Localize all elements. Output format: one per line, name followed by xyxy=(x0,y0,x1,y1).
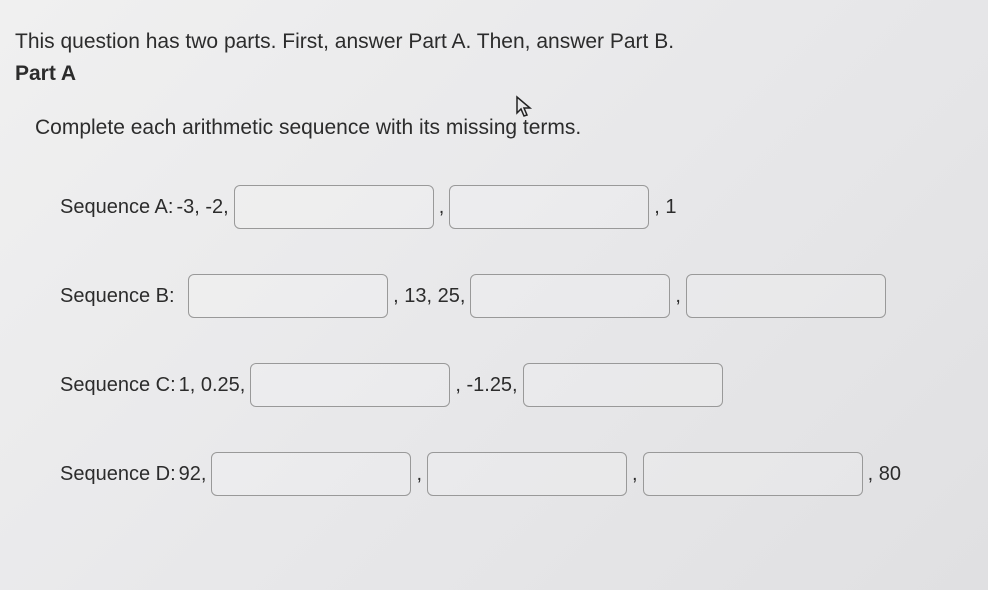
part-a-heading: Part A xyxy=(15,62,973,86)
sequence-a-label: Sequence A: xyxy=(60,196,173,219)
sequence-a-sep-1: , xyxy=(439,196,445,219)
sequence-b-blank-3[interactable] xyxy=(686,274,886,318)
sequence-a-row: Sequence A: -3, -2, , , 1 xyxy=(60,185,973,229)
sequence-b-middle-1: , 13, 25, xyxy=(393,285,465,308)
sequence-b-sep: , xyxy=(675,285,681,308)
sequence-b-label: Sequence B: xyxy=(60,285,175,308)
sequence-a-suffix: , 1 xyxy=(654,196,676,219)
sequence-d-label: Sequence D: xyxy=(60,463,176,486)
sequence-c-blank-2[interactable] xyxy=(523,363,723,407)
sequence-d-sep-1: , xyxy=(416,463,422,486)
sequence-d-blank-3[interactable] xyxy=(643,452,863,496)
sequence-a-blank-1[interactable] xyxy=(234,185,434,229)
sequence-d-row: Sequence D: 92, , , , 80 xyxy=(60,452,973,496)
sequence-b-blank-2[interactable] xyxy=(470,274,670,318)
sequence-d-suffix: , 80 xyxy=(868,463,901,486)
sequence-b-blank-1[interactable] xyxy=(188,274,388,318)
sequence-b-spacer xyxy=(178,285,184,308)
sequence-c-prefix: 1, 0.25, xyxy=(179,374,246,397)
instruction-text: Complete each arithmetic sequence with i… xyxy=(35,116,973,140)
sequence-d-sep-2: , xyxy=(632,463,638,486)
question-intro: This question has two parts. First, answ… xyxy=(15,30,973,54)
sequence-d-blank-1[interactable] xyxy=(211,452,411,496)
sequence-a-prefix: -3, -2, xyxy=(176,196,228,219)
sequence-a-blank-2[interactable] xyxy=(449,185,649,229)
sequence-c-row: Sequence C: 1, 0.25, , -1.25, xyxy=(60,363,973,407)
sequence-c-middle: , -1.25, xyxy=(455,374,517,397)
sequence-d-prefix: 92, xyxy=(179,463,207,486)
sequence-b-row: Sequence B: , 13, 25, , xyxy=(60,274,973,318)
sequence-c-label: Sequence C: xyxy=(60,374,176,397)
sequence-d-blank-2[interactable] xyxy=(427,452,627,496)
sequence-c-blank-1[interactable] xyxy=(250,363,450,407)
